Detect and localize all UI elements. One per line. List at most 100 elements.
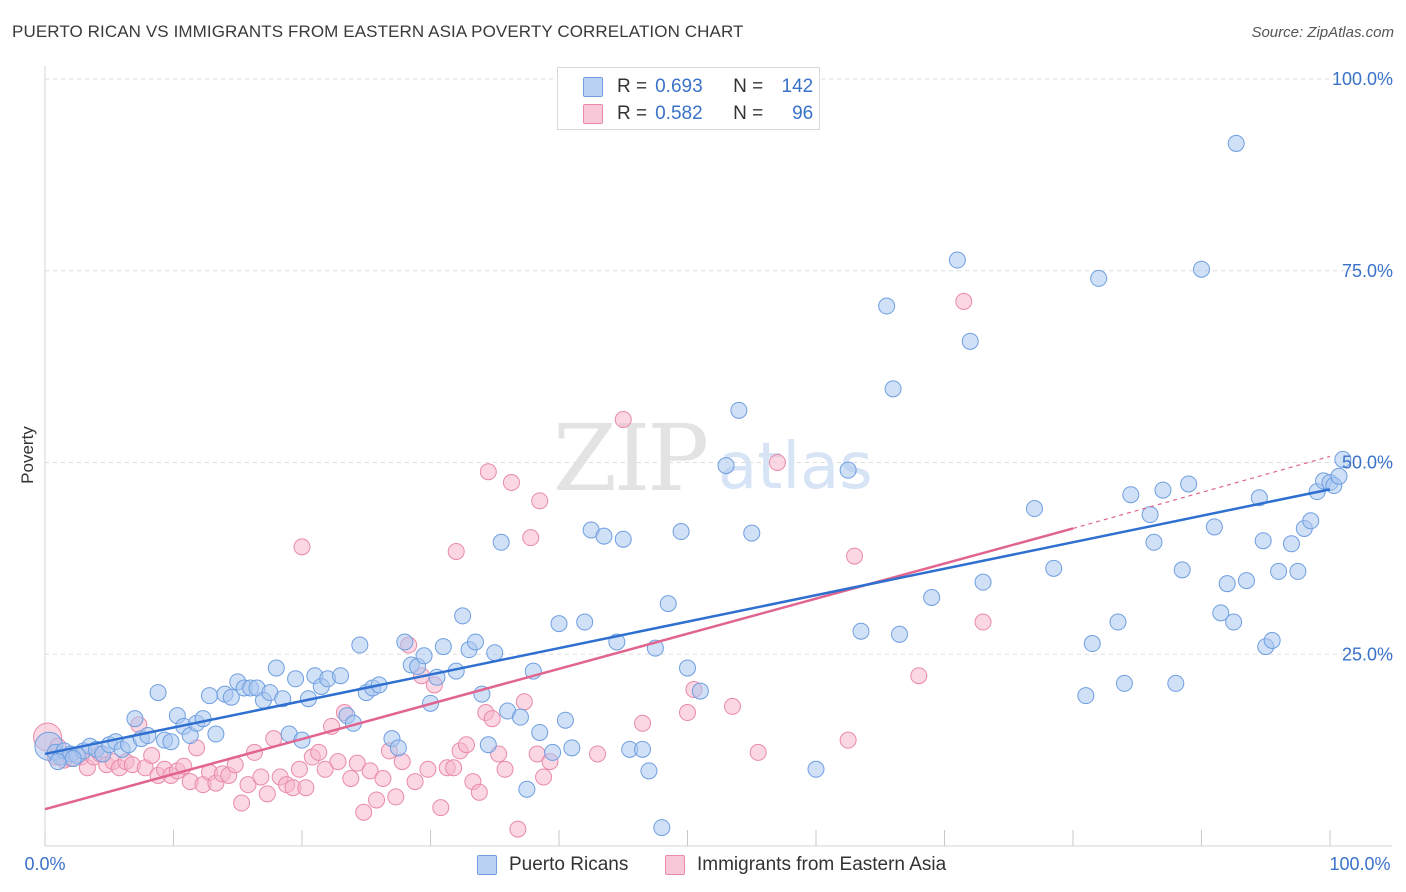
blue-point	[1254, 532, 1272, 550]
blue-point	[1141, 506, 1159, 524]
blue-point	[1077, 687, 1095, 705]
blue-point	[434, 638, 452, 656]
blue-point	[1330, 467, 1348, 485]
chart-source: Source: ZipAtlas.com	[1251, 24, 1394, 41]
y-tick-label: 100.0%	[1332, 69, 1393, 89]
blue-point	[200, 687, 218, 705]
blue-point	[891, 625, 909, 643]
blue-point	[1334, 450, 1352, 468]
trend-line-immigrants-extension	[1072, 455, 1331, 530]
blue-point	[556, 711, 574, 729]
blue-point	[730, 401, 748, 419]
pink-point	[310, 743, 328, 761]
pink-point	[470, 783, 488, 801]
series-immigrants-points	[33, 292, 992, 838]
blue-point	[479, 736, 497, 754]
blue-point	[267, 659, 285, 677]
pink-point	[252, 768, 270, 786]
pink-point	[614, 411, 632, 429]
blue-point	[1212, 604, 1230, 622]
pink-point	[749, 743, 767, 761]
blue-point	[64, 750, 82, 768]
blue-point	[149, 684, 167, 702]
blue-point	[672, 523, 690, 541]
blue-point	[207, 725, 225, 743]
bottom-legend-swatch-blue	[477, 855, 497, 875]
correlation-legend: R = 0.693 N = 142 R = 0.582 N = 96	[557, 67, 820, 130]
pink-point	[143, 746, 161, 764]
blue-point	[839, 461, 857, 479]
blue-point	[1270, 562, 1288, 580]
pink-point	[258, 785, 276, 803]
x-tick-label: 0.0%	[24, 854, 65, 874]
pink-point	[293, 538, 311, 556]
blue-point	[1193, 260, 1210, 278]
blue-point	[743, 524, 761, 542]
pink-point	[329, 753, 347, 771]
blue-point	[595, 527, 613, 545]
blue-point	[878, 297, 896, 315]
pink-point	[445, 759, 463, 777]
blue-point	[1025, 500, 1043, 518]
pink-point	[290, 760, 308, 778]
legend-r-label: R =	[617, 103, 648, 124]
blue-point	[531, 723, 549, 741]
pink-point	[374, 770, 392, 788]
watermark-zip: ZIP	[553, 405, 706, 512]
pink-point	[368, 791, 386, 809]
blue-point	[576, 613, 594, 631]
legend-swatch-pink	[583, 104, 603, 124]
blue-point	[1218, 575, 1236, 593]
pink-point	[723, 697, 741, 715]
x-tick-label: 100.0%	[1329, 854, 1390, 874]
pink-point	[297, 779, 315, 797]
blue-point	[1045, 559, 1063, 577]
pink-point	[955, 292, 973, 310]
blue-point	[1122, 486, 1140, 504]
blue-point	[691, 682, 709, 700]
blue-point	[1302, 512, 1320, 530]
blue-point	[222, 688, 240, 706]
blue-point	[679, 659, 696, 677]
blue-point	[974, 573, 992, 591]
blue-point	[550, 615, 568, 633]
legend-row-puerto-ricans: R = 0.693 N = 142	[583, 75, 813, 99]
bottom-legend-label: Puerto Ricans	[509, 854, 629, 875]
legend-r-value: 0.693	[655, 76, 703, 97]
blue-point	[1263, 631, 1281, 649]
pink-point	[233, 794, 251, 812]
blue-point	[852, 622, 870, 640]
blue-point	[1083, 635, 1101, 653]
trend-lines	[44, 455, 1331, 811]
blue-point	[389, 739, 407, 757]
blue-point	[1225, 613, 1243, 631]
pink-point	[910, 667, 928, 685]
blue-point	[1173, 561, 1191, 579]
legend-n-label: N =	[733, 103, 764, 124]
pink-point	[634, 714, 652, 732]
trend-line-immigrants	[44, 527, 1074, 811]
pink-point	[496, 760, 514, 778]
y-tick-label: 50.0%	[1342, 453, 1393, 473]
blue-point	[162, 733, 180, 751]
pink-point	[387, 788, 405, 806]
pink-point	[846, 547, 864, 565]
blue-point	[717, 457, 735, 475]
chart-title: PUERTO RICAN VS IMMIGRANTS FROM EASTERN …	[12, 22, 744, 41]
pink-point	[457, 736, 475, 754]
blue-point	[287, 670, 305, 688]
pink-point	[447, 542, 465, 560]
blue-point	[274, 690, 292, 708]
pink-point	[502, 473, 520, 491]
blue-point	[653, 819, 671, 837]
y-tick-label: 75.0%	[1342, 261, 1393, 281]
blue-point	[948, 251, 966, 269]
blue-point	[884, 380, 902, 398]
legend-row-immigrants: R = 0.582 N = 96	[583, 102, 813, 126]
pink-point	[483, 710, 501, 728]
blue-point	[332, 667, 350, 685]
bottom-legend-immigrants: Immigrants from Eastern Asia	[665, 853, 946, 877]
blue-point	[139, 727, 157, 745]
legend-swatch-blue	[583, 77, 603, 97]
